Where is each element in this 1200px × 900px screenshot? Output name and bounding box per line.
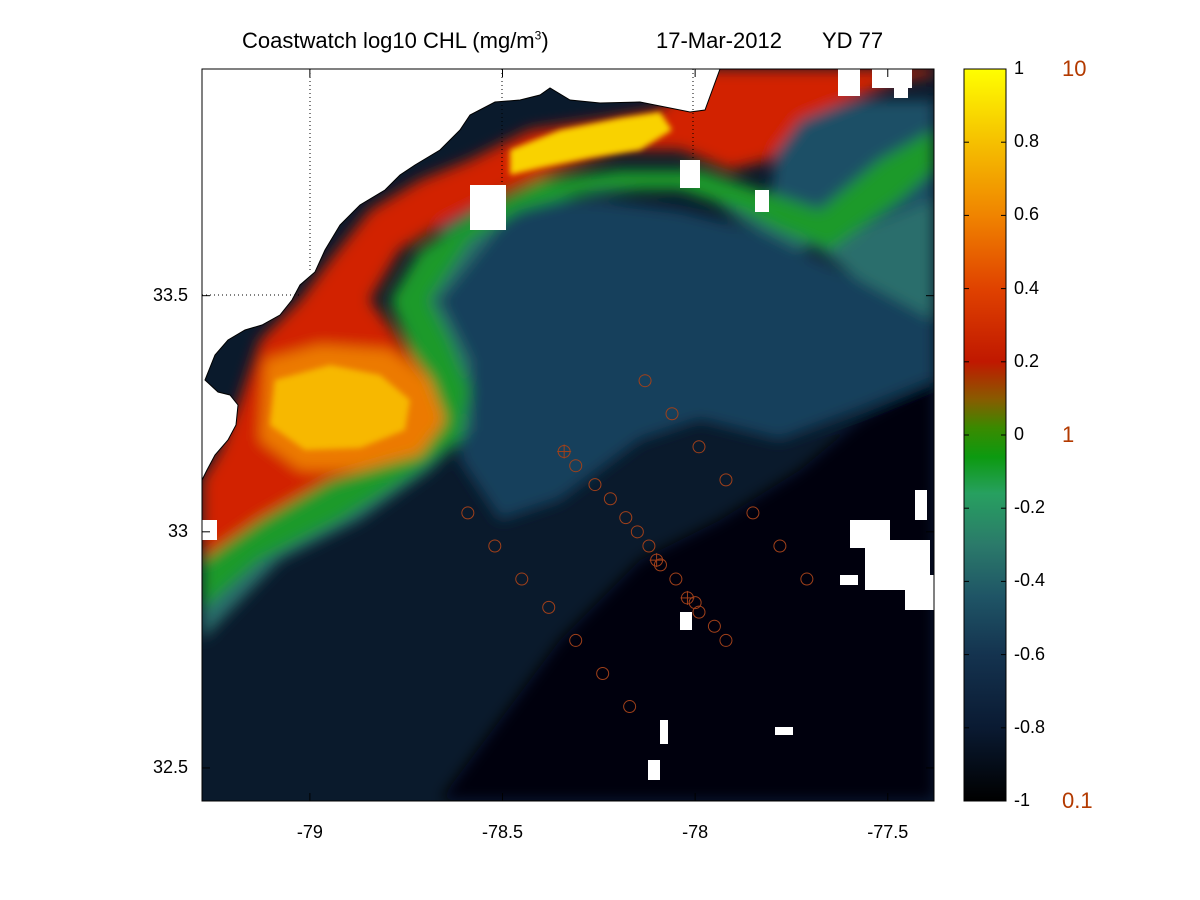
colorbar-linear-label: 10 <box>1062 56 1087 81</box>
station-marker <box>542 600 556 614</box>
colorbar-tick-label: 1 <box>1014 58 1025 78</box>
station-markers <box>461 374 814 714</box>
mid-blue-water <box>440 200 934 520</box>
station-marker <box>603 492 617 506</box>
station-marker <box>773 539 787 553</box>
station-marker <box>800 572 814 586</box>
station-marker <box>588 478 602 492</box>
station-marker <box>707 619 721 633</box>
x-tick-label: -78 <box>682 822 709 842</box>
colorbar-tick-label: -0.4 <box>1014 570 1046 591</box>
station-marker <box>569 459 583 473</box>
land-area <box>202 69 721 481</box>
y-tick-label: 33 <box>167 520 188 541</box>
colorbar-tick-label: 0.4 <box>1014 277 1040 298</box>
station-marker <box>596 666 610 680</box>
cloud-mask <box>202 69 934 780</box>
yellow-plume <box>270 365 410 450</box>
colorbar-tick-label: 0.6 <box>1014 204 1040 225</box>
colorbar-tick-label: 0.8 <box>1014 131 1040 152</box>
yellow-cape-patch <box>510 112 672 175</box>
station-marker <box>488 539 502 553</box>
station-marker <box>669 572 683 586</box>
station-marker <box>461 506 475 520</box>
y-tick-label: 33.5 <box>152 284 188 305</box>
station-marker <box>623 700 637 714</box>
colorbar-linear-label: 1 <box>1062 422 1075 447</box>
station-marker <box>569 633 583 647</box>
station-marker <box>619 511 633 525</box>
title-main: Coastwatch log10 CHL (mg/m3) <box>242 28 549 53</box>
map-frame <box>201 68 935 802</box>
station-marker <box>688 596 702 610</box>
station-marker <box>665 407 679 421</box>
colorbar-tick-label: -1 <box>1014 790 1031 810</box>
colorbar-tick-label: 0 <box>1014 424 1025 444</box>
station-marker <box>642 539 656 553</box>
station-marker <box>746 506 760 520</box>
title-yearday: YD 77 <box>822 28 884 53</box>
station-marker <box>719 633 733 647</box>
station-marker <box>653 558 667 572</box>
deep-water-band <box>440 380 934 800</box>
x-tick-label: -79 <box>296 822 323 842</box>
colorbar-tick-label: -0.6 <box>1014 643 1046 664</box>
map-ticks <box>202 69 934 801</box>
station-marker <box>630 525 644 539</box>
colorbar-linear-label: 0.1 <box>1062 788 1093 813</box>
station-marker <box>692 605 706 619</box>
station-marker <box>638 374 652 388</box>
station-marker <box>515 572 529 586</box>
station-marker <box>692 440 706 454</box>
colorbar-tick-label: 0.2 <box>1014 350 1040 371</box>
x-tick-label: -78.5 <box>481 822 524 842</box>
green-front <box>202 130 934 610</box>
map-panel <box>202 69 934 801</box>
colorbar-ticks <box>964 68 1006 802</box>
title-date: 17-Mar-2012 <box>656 28 782 53</box>
y-tick-label: 32.5 <box>152 756 188 777</box>
colorbar-tick-label: -0.2 <box>1014 497 1046 518</box>
colorbar-tick-label: -0.8 <box>1014 716 1046 737</box>
colorbar <box>963 68 1007 802</box>
x-tick-label: -77.5 <box>867 822 909 842</box>
grid-lines <box>202 69 694 296</box>
station-marker <box>719 473 733 487</box>
